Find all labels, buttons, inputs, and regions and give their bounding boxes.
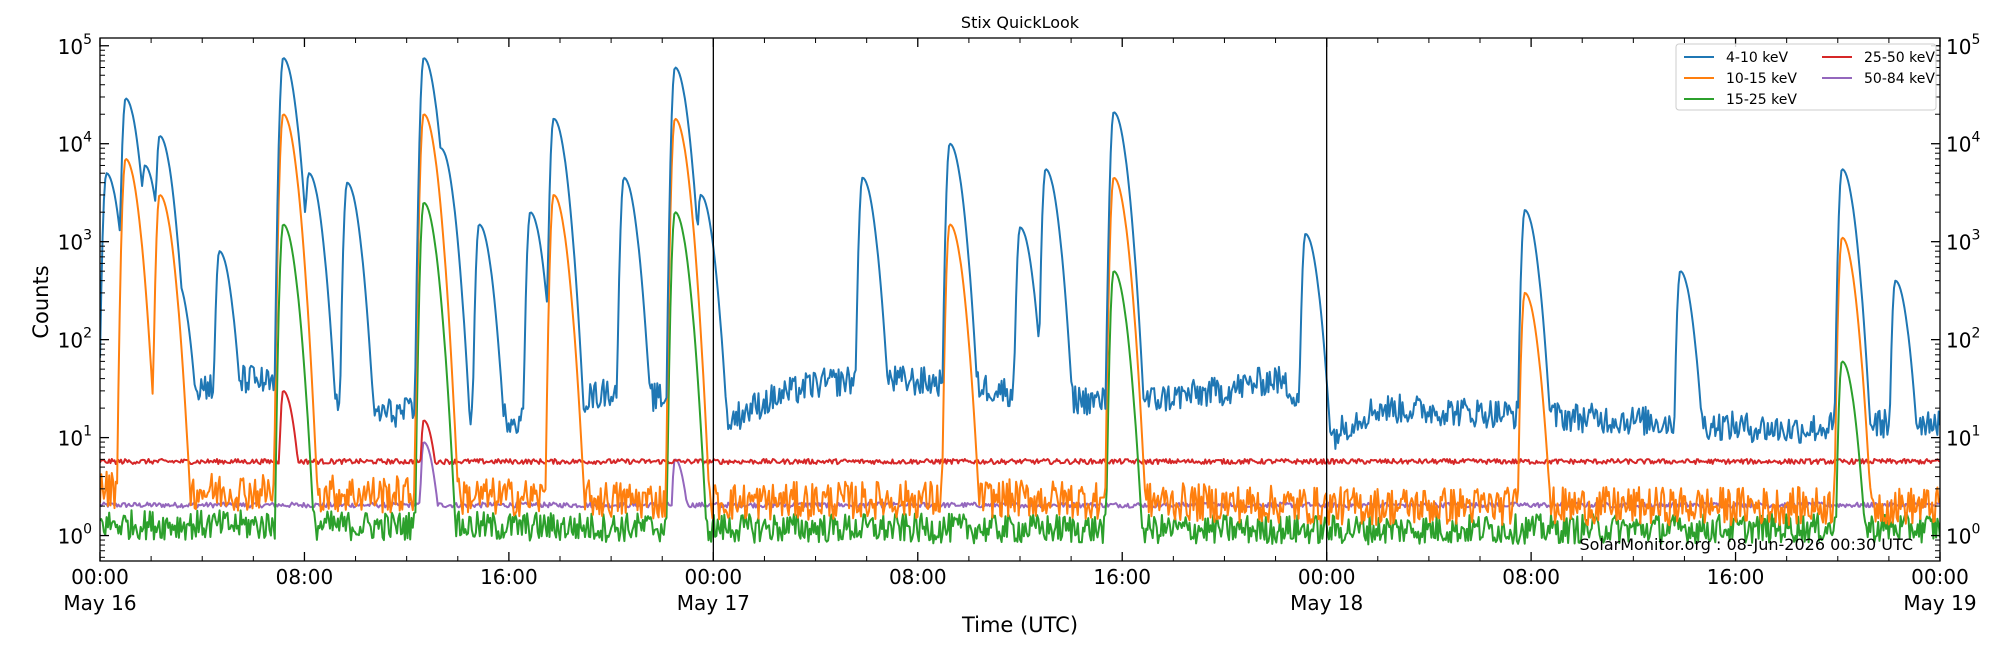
x-tick-date-label: May 16	[63, 591, 136, 615]
legend-entry-label: 15-25 keV	[1726, 92, 1797, 108]
y-axis-label: Counts	[29, 265, 53, 338]
y-tick-label-right: 102	[1946, 326, 1980, 353]
y-tick-label-left: 105	[58, 32, 92, 59]
legend-entry-label: 4-10 keV	[1726, 50, 1788, 66]
x-tick-label: 16:00	[480, 565, 538, 589]
legend: 4-10 keV 10-15 keV 15-25 keV 25-50 keV 50-84…	[1675, 43, 1937, 111]
x-tick-label: 08:00	[276, 565, 334, 589]
x-tick-date-label: May 19	[1903, 591, 1976, 615]
x-tick-label: 00:00	[685, 565, 743, 589]
chart-title: Stix QuickLook	[961, 13, 1080, 32]
y-tick-label-left: 104	[58, 130, 92, 157]
y-tick-label-left: 103	[58, 228, 92, 255]
y-tick-label-right: 105	[1946, 32, 1980, 59]
x-tick-label: 08:00	[889, 565, 947, 589]
x-tick-date-label: May 18	[1290, 591, 1363, 615]
legend-box	[1675, 43, 1937, 111]
y-tick-label-left: 101	[58, 424, 92, 451]
y-tick-label-left: 100	[58, 522, 92, 549]
y-tick-label-right: 100	[1946, 522, 1980, 549]
credit-annotation: SolarMonitor.org : 08-Jun-2026 00:30 UTC	[1579, 535, 1913, 554]
legend-entry-label: 25-50 keV	[1864, 50, 1935, 66]
y-axis: 100 100 101 101 102 102 103 103 104 104 105 105	[58, 32, 1980, 558]
x-tick-label: 16:00	[1093, 565, 1151, 589]
series-line-4-10-kev	[100, 57, 1940, 450]
series-line-10-15-kev	[100, 113, 1940, 527]
y-tick-label-right: 104	[1946, 130, 1980, 157]
y-tick-label-left: 102	[58, 326, 92, 353]
y-tick-label-right: 101	[1946, 424, 1980, 451]
x-tick-label: 00:00	[1911, 565, 1969, 589]
y-tick-label-right: 103	[1946, 228, 1980, 255]
x-tick-label: 16:00	[1707, 565, 1765, 589]
x-tick-label: 00:00	[1298, 565, 1356, 589]
legend-entry-label: 50-84 keV	[1864, 71, 1935, 87]
series-line-15-25-kev	[100, 202, 1940, 546]
x-tick-label: 00:00	[71, 565, 129, 589]
legend-entry-label: 10-15 keV	[1726, 71, 1797, 87]
x-axis-label: Time (UTC)	[961, 613, 1078, 637]
series-layer	[100, 57, 1940, 546]
x-tick-label: 08:00	[1502, 565, 1560, 589]
x-tick-date-label: May 17	[677, 591, 750, 615]
series-line-25-50-kev	[100, 390, 1940, 466]
